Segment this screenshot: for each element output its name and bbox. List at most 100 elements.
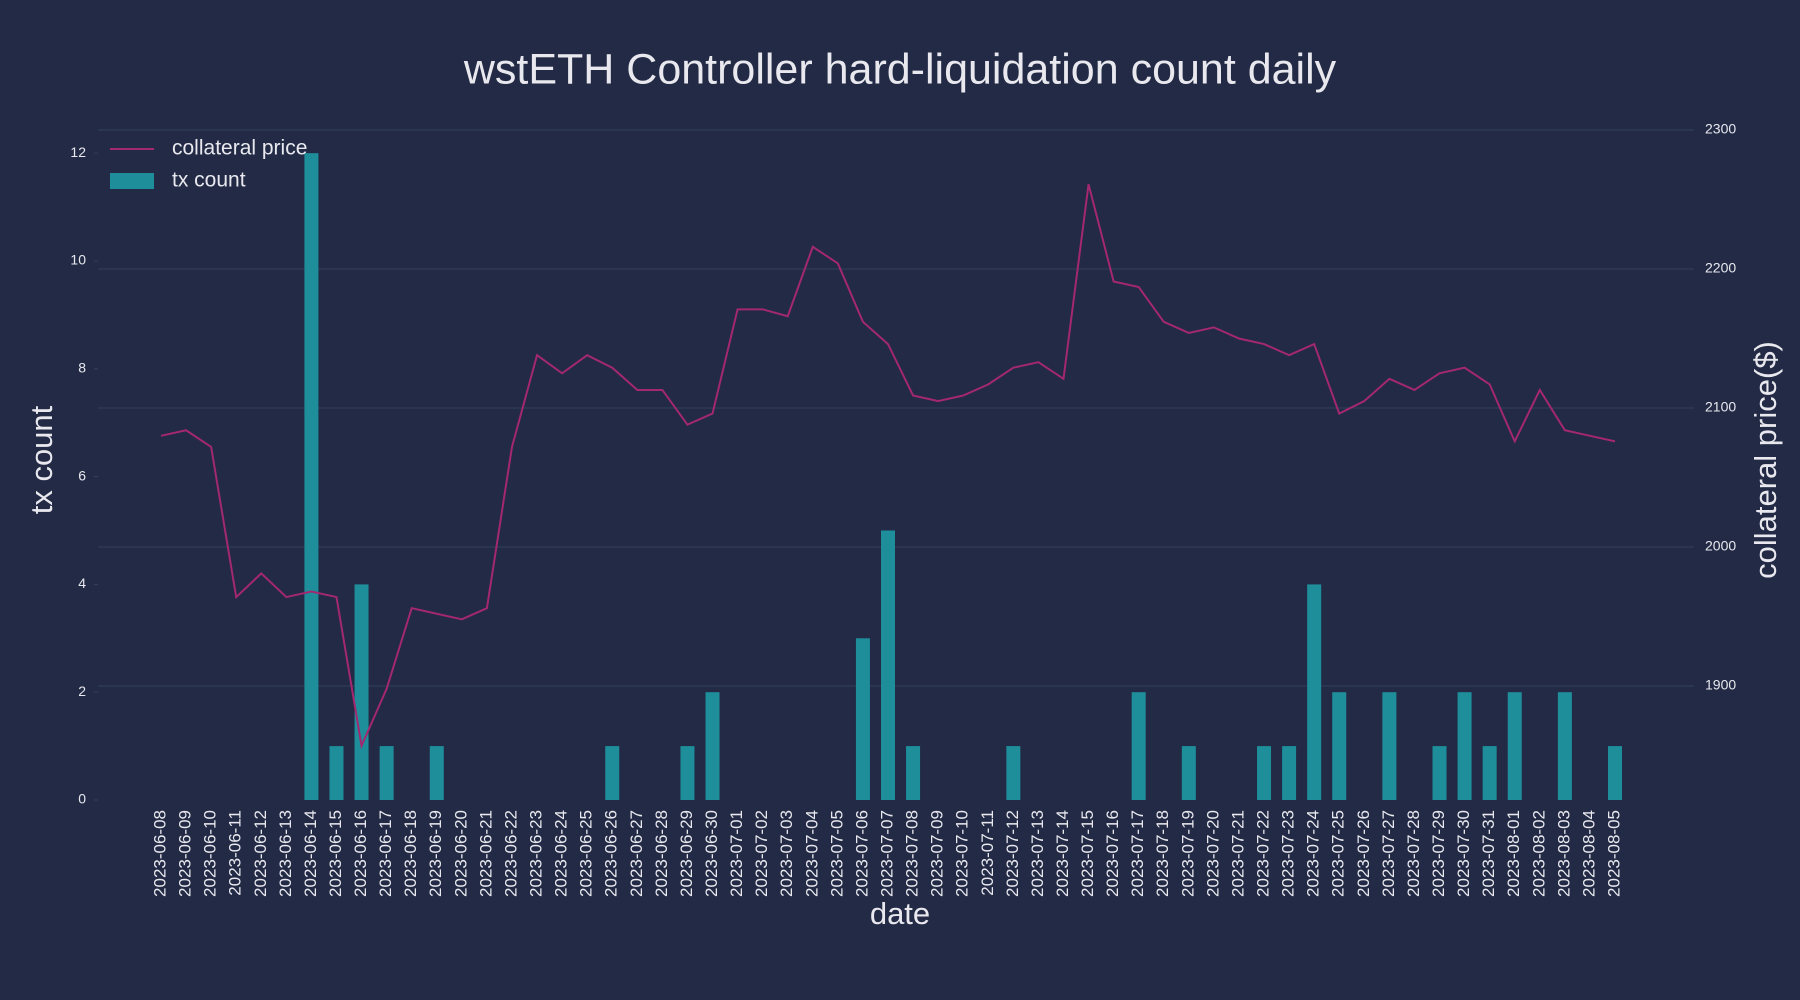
y-axis-label: tx count: [24, 405, 59, 514]
y2-axis-label: collateral price($): [1748, 341, 1783, 579]
x-tick-label: 2023-06-21: [476, 810, 495, 897]
x-tick-label: 2023-08-01: [1504, 810, 1523, 897]
bar: [855, 638, 870, 800]
y2-tick-label: 2300: [1705, 121, 1736, 137]
y-tick-label: 2: [78, 683, 86, 699]
bar: [705, 692, 720, 800]
bar: [1482, 746, 1497, 800]
x-tick-label: 2023-07-31: [1479, 810, 1498, 897]
y-tick-label: 10: [70, 252, 86, 268]
y2-tick-label: 2000: [1705, 538, 1736, 554]
x-tick-label: 2023-06-17: [376, 810, 395, 897]
x-tick-label: 2023-07-11: [978, 810, 997, 896]
bar: [1608, 746, 1622, 800]
x-tick-label: 2023-07-16: [1103, 810, 1122, 897]
bar: [605, 746, 620, 800]
x-tick-label: 2023-07-27: [1379, 810, 1398, 897]
y-tick-label: 4: [78, 575, 86, 591]
y2-tick-label: 2100: [1705, 399, 1736, 415]
x-tick-label: 2023-06-23: [527, 810, 546, 897]
x-tick-label: 2023-07-07: [877, 810, 896, 897]
price-line: [160, 183, 1616, 750]
x-tick-label: 2023-07-24: [1304, 810, 1323, 897]
x-tick-label: 2023-06-20: [451, 810, 470, 897]
x-tick-label: 2023-07-05: [827, 810, 846, 897]
x-tick-label: 2023-07-01: [727, 810, 746, 897]
x-tick-label: 2023-07-15: [1078, 810, 1097, 897]
x-tick-label: 2023-07-13: [1028, 810, 1047, 897]
y-tick-label: 0: [78, 791, 86, 807]
x-tick-label: 2023-07-23: [1279, 810, 1298, 897]
x-tick-label: 2023-08-05: [1604, 810, 1623, 897]
x-tick-label: 2023-06-09: [176, 810, 195, 897]
x-tick-label: 2023-06-11: [226, 810, 245, 896]
bar: [429, 746, 444, 800]
chart-title: wstETH Controller hard-liquidation count…: [463, 45, 1337, 93]
x-tick-label: 2023-07-21: [1228, 810, 1247, 897]
y2-tick-label: 1900: [1705, 677, 1736, 693]
x-tick-label: 2023-08-02: [1529, 810, 1548, 897]
x-tick-label: 2023-06-27: [627, 810, 646, 897]
x-tick-label: 2023-07-06: [852, 810, 871, 897]
x-tick-label: 2023-07-25: [1329, 810, 1348, 897]
bar: [1006, 746, 1021, 800]
bar: [379, 746, 394, 800]
bar: [1307, 584, 1322, 800]
bar: [1382, 692, 1397, 800]
bar: [881, 530, 895, 800]
x-tick-label: 2023-07-29: [1429, 810, 1448, 897]
bar: [1457, 692, 1472, 800]
y2-tick-label: 2200: [1705, 260, 1736, 276]
x-tick-label: 2023-06-10: [201, 810, 220, 897]
bar: [906, 746, 921, 800]
bar: [1282, 746, 1297, 800]
x-tick-label: 2023-06-29: [677, 810, 696, 897]
y-tick-label: 8: [78, 359, 86, 375]
x-tick-label: 2023-06-24: [552, 810, 571, 897]
x-tick-label: 2023-06-14: [301, 810, 320, 897]
x-tick-label: 2023-06-28: [652, 810, 671, 897]
bar: [329, 746, 344, 800]
y-tick-label: 12: [70, 144, 86, 160]
x-tick-label: 2023-07-10: [953, 810, 972, 897]
legend-label: tx count: [172, 169, 246, 192]
bar: [1432, 746, 1447, 800]
x-tick-label: 2023-06-18: [401, 810, 420, 897]
x-tick-label: 2023-06-08: [150, 810, 169, 897]
x-tick-label: 2023-06-12: [251, 810, 270, 897]
x-tick-label: 2023-07-02: [752, 810, 771, 897]
legend-swatch: [110, 173, 154, 189]
x-tick-label: 2023-07-17: [1128, 810, 1147, 897]
x-tick-label: 2023-07-22: [1254, 810, 1273, 897]
bar: [1507, 692, 1522, 800]
x-axis-label: date: [870, 896, 930, 931]
x-tick-label: 2023-08-03: [1554, 810, 1573, 897]
bar: [1557, 692, 1572, 800]
x-tick-label: 2023-06-16: [351, 810, 370, 897]
x-tick-label: 2023-06-26: [602, 810, 621, 897]
x-tick-label: 2023-06-15: [326, 810, 345, 897]
legend-label: collateral price: [172, 137, 307, 160]
x-tick-label: 2023-07-03: [777, 810, 796, 897]
x-tick-label: 2023-07-04: [802, 810, 821, 897]
x-tick-label: 2023-06-30: [702, 810, 721, 897]
bar: [680, 746, 695, 800]
x-tick-label: 2023-07-20: [1203, 810, 1222, 897]
y-tick-label: 6: [78, 467, 86, 483]
x-tick-label: 2023-07-08: [903, 810, 922, 897]
bar: [304, 153, 319, 800]
bar: [1332, 692, 1347, 800]
x-tick-label: 2023-07-12: [1003, 810, 1022, 897]
x-tick-label: 2023-07-18: [1153, 810, 1172, 897]
bar: [1257, 746, 1272, 800]
x-tick-label: 2023-07-09: [928, 810, 947, 897]
bar: [1181, 746, 1196, 800]
x-tick-label: 2023-06-25: [577, 810, 596, 897]
x-tick-label: 2023-07-14: [1053, 810, 1072, 897]
bar: [1131, 692, 1146, 800]
x-tick-label: 2023-07-19: [1178, 810, 1197, 897]
x-tick-label: 2023-07-28: [1404, 810, 1423, 897]
x-tick-label: 2023-06-22: [501, 810, 520, 897]
